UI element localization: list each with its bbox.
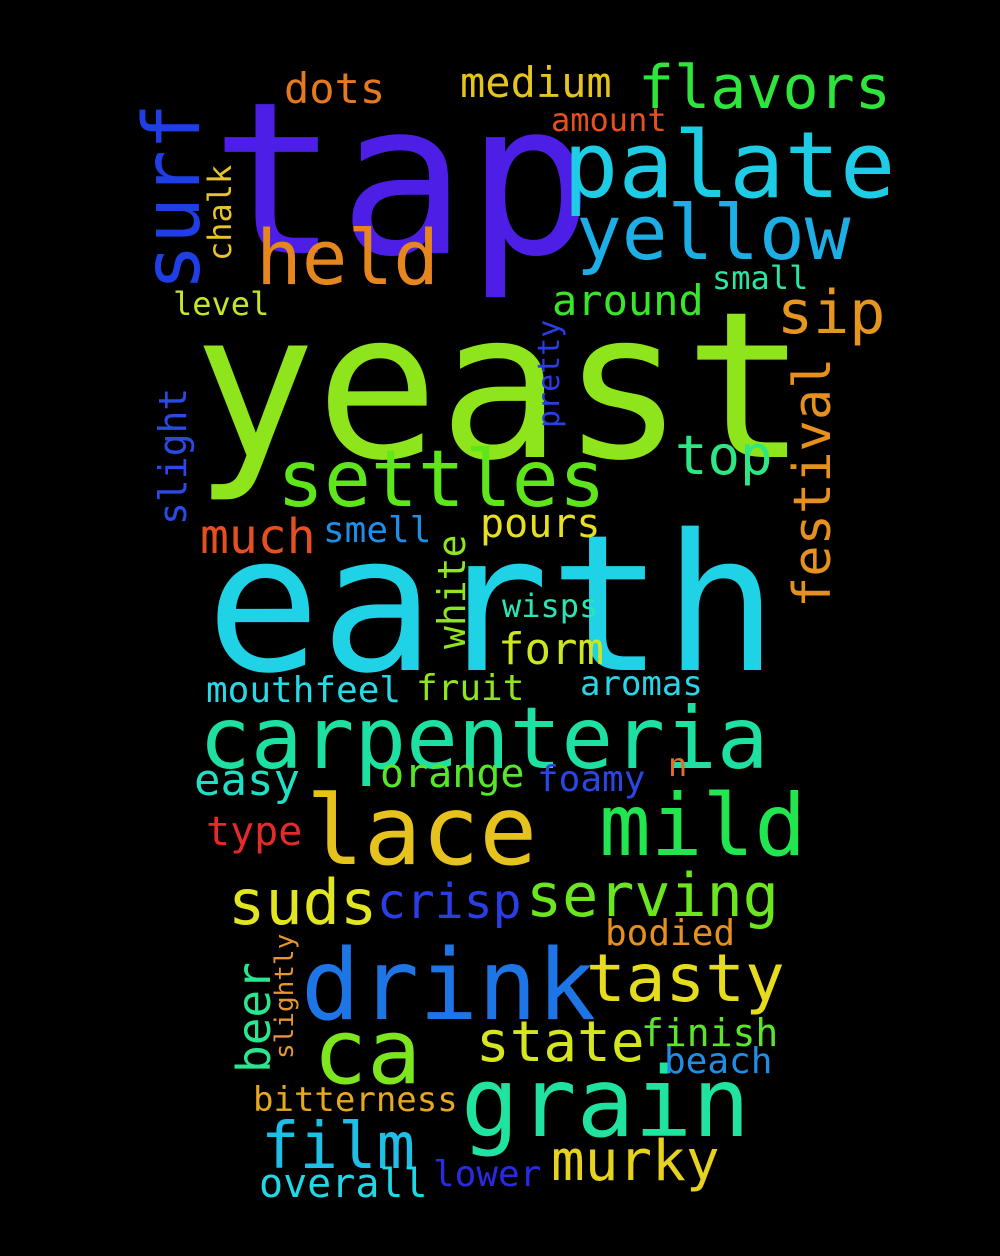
word-held: held bbox=[256, 213, 440, 302]
word-film: film bbox=[261, 1110, 416, 1184]
word-festival: festival bbox=[783, 357, 843, 608]
word-crisp: crisp bbox=[377, 874, 522, 930]
word-mild: mild bbox=[599, 776, 807, 876]
word-slight: slight bbox=[151, 387, 195, 525]
word-white: white bbox=[430, 534, 474, 649]
word-easy: easy bbox=[194, 755, 300, 806]
word-yeast: yeast bbox=[193, 269, 808, 506]
word-mouthfeel: mouthfeel bbox=[206, 670, 402, 711]
word-serving: serving bbox=[526, 861, 779, 931]
word-drink: drink bbox=[301, 929, 597, 1043]
word-carpenteria: carpenteria bbox=[199, 689, 769, 789]
word-amount: amount bbox=[551, 101, 667, 139]
word-pours: pours bbox=[480, 501, 601, 547]
word-dots: dots bbox=[284, 64, 386, 113]
word-chalk: chalk bbox=[201, 164, 239, 261]
word-much: much bbox=[200, 509, 316, 565]
word-ca: ca bbox=[313, 1000, 422, 1105]
word-settles: settles bbox=[277, 435, 606, 525]
word-flavors: flavors bbox=[638, 53, 891, 123]
word-wisps: wisps bbox=[502, 587, 599, 625]
word-orange: orange bbox=[380, 751, 525, 797]
word-pretty: pretty bbox=[532, 319, 567, 428]
word-lace: lace bbox=[306, 775, 538, 887]
word-tap: tap bbox=[211, 56, 594, 303]
word-state: state bbox=[476, 1010, 645, 1075]
word-form: form bbox=[498, 624, 604, 675]
word-overall: overall bbox=[259, 1161, 428, 1207]
word-top: top bbox=[675, 424, 773, 487]
word-bitterness: bitterness bbox=[253, 1080, 458, 1120]
word-small: small bbox=[712, 259, 809, 297]
word-smell: smell bbox=[323, 510, 432, 551]
word-earth: earth bbox=[206, 494, 778, 715]
word-level: level bbox=[173, 285, 270, 323]
word-type: type bbox=[206, 809, 303, 855]
word-bodied: bodied bbox=[605, 913, 736, 954]
word-grain: grain bbox=[461, 1047, 750, 1159]
word-suds: suds bbox=[228, 866, 378, 939]
word-finish: finish bbox=[641, 1011, 779, 1055]
word-tasty: tasty bbox=[586, 940, 785, 1017]
word-foamy: foamy bbox=[537, 759, 646, 800]
word-murky: murky bbox=[551, 1129, 720, 1194]
word-medium: medium bbox=[460, 58, 612, 107]
word-around: around bbox=[552, 276, 704, 325]
word-sip: sip bbox=[777, 278, 886, 348]
word-aromas: aromas bbox=[580, 664, 703, 704]
word-palate: palate bbox=[563, 112, 896, 219]
word-yellow: yellow bbox=[576, 188, 851, 277]
word-beach: beach bbox=[664, 1041, 773, 1082]
word-n: n bbox=[668, 746, 688, 784]
word-slightly: slightly bbox=[270, 933, 300, 1059]
word-fruit: fruit bbox=[416, 668, 525, 709]
word-lower: lower bbox=[433, 1154, 542, 1195]
